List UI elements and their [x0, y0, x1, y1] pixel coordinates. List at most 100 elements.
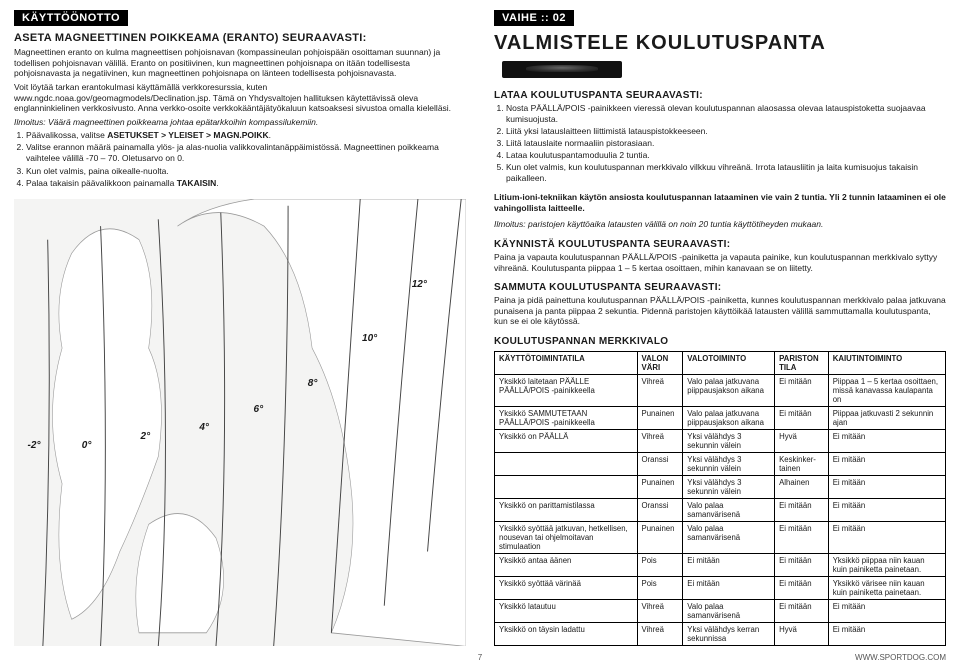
td: Yksi välähdys 3 sekunnin välein — [683, 476, 775, 499]
sec-stop-text: Paina ja pidä painettuna koulutuspannan … — [494, 295, 946, 327]
deg-label: 6° — [254, 404, 264, 415]
deg-label: 10° — [362, 333, 377, 344]
td: Ei mitään — [775, 554, 829, 577]
sec-start-heading: KÄYNNISTÄ KOULUTUSPANTA SEURAAVASTI: — [494, 239, 946, 250]
td: Valo palaa samanvärisenä — [683, 499, 775, 522]
td: Yksikkö latautuu — [495, 600, 638, 623]
td: Vihreä — [637, 430, 683, 453]
table-row: PunainenYksi välähdys 3 sekunnin väleinA… — [495, 476, 946, 499]
right-column: VAIHE :: 02 VALMISTELE KOULUTUSPANTA LAT… — [480, 0, 960, 666]
td — [495, 476, 638, 499]
td: Valo palaa samanvärisenä — [683, 600, 775, 623]
td: Ei mitään — [828, 623, 945, 646]
left-column: KÄYTTÖÖNOTTO ASETA MAGNEETTINEN POIKKEAM… — [0, 0, 480, 666]
th: KAIUTINTOIMINTO — [828, 352, 945, 375]
td: Ei mitään — [828, 476, 945, 499]
td: Vihreä — [637, 375, 683, 407]
section-tag: KÄYTTÖÖNOTTO — [14, 10, 128, 26]
td: Ei mitään — [775, 522, 829, 554]
td: Valo palaa samanvärisenä — [683, 522, 775, 554]
table-head-row: KÄYTTÖTOIMINTATILA VALON VÄRI VALOTOIMIN… — [495, 352, 946, 375]
collar-photo — [502, 61, 622, 78]
eranto-step: Valitse erannon määrä painamalla ylös- j… — [26, 142, 466, 164]
td: Keskinker-tainen — [775, 453, 829, 476]
deg-label: 12° — [412, 279, 427, 290]
charge-step: Liitä yksi latauslaitteen liittimistä la… — [506, 126, 946, 137]
th: VALOTOIMINTO — [683, 352, 775, 375]
td: Yksikkö on parittamistilassa — [495, 499, 638, 522]
deg-label: 0° — [82, 440, 92, 451]
table-row: Yksikkö on PÄÄLLÄVihreäYksi välähdys 3 s… — [495, 430, 946, 453]
table-row: OranssiYksi välähdys 3 sekunnin väleinKe… — [495, 453, 946, 476]
eranto-p1: Magneettinen eranto on kulma magneettise… — [14, 47, 466, 79]
td: Yksikkö piippaa niin kauan kuin painiket… — [828, 554, 945, 577]
declination-map: -2° 0° 2° 4° 6° 8° 10° 12° — [14, 199, 466, 646]
table-row: Yksikkö laitetaan PÄÄLLE PÄÄLLÄ/POIS -pa… — [495, 375, 946, 407]
td: Yksikkö laitetaan PÄÄLLE PÄÄLLÄ/POIS -pa… — [495, 375, 638, 407]
battery-note: Ilmoitus: paristojen käyttöaika latauste… — [494, 219, 946, 230]
deg-label: 4° — [199, 422, 209, 433]
td: Ei mitään — [775, 375, 829, 407]
td: Yksikkö antaa äänen — [495, 554, 638, 577]
td: Vihreä — [637, 600, 683, 623]
table-row: Yksikkö latautuuVihreäValo palaa samanvä… — [495, 600, 946, 623]
table-row: Yksikkö SAMMUTETAAN PÄÄLLÄ/POIS -painikk… — [495, 407, 946, 430]
charge-step: Nosta PÄÄLLÄ/POIS -painikkeen vieressä o… — [506, 103, 946, 125]
td: Oranssi — [637, 499, 683, 522]
td: Hyvä — [775, 623, 829, 646]
td: Pois — [637, 554, 683, 577]
td: Ei mitään — [775, 600, 829, 623]
charge-step: Kun olet valmis, kun koulutuspannan merk… — [506, 162, 946, 184]
footer-site: WWW.SPORTDOG.COM — [855, 653, 946, 662]
sec-start-text: Paina ja vapauta koulutuspannan PÄÄLLÄ/P… — [494, 252, 946, 273]
td: Ei mitään — [828, 430, 945, 453]
page-number: 7 — [478, 653, 482, 662]
td: Punainen — [637, 522, 683, 554]
td: Pois — [637, 577, 683, 600]
td: Alhainen — [775, 476, 829, 499]
td: Yksikkö syöttää värinää — [495, 577, 638, 600]
eranto-heading: ASETA MAGNEETTINEN POIKKEAMA (ERANTO) SE… — [14, 32, 466, 44]
deg-label: -2° — [28, 440, 41, 451]
td: Ei mitään — [828, 453, 945, 476]
charge-step: Lataa koulutuspantamoduulia 2 tuntia. — [506, 150, 946, 161]
td: Ei mitään — [775, 407, 829, 430]
td: Punainen — [637, 407, 683, 430]
td: Yksi välähdys 3 sekunnin välein — [683, 430, 775, 453]
eranto-step: Palaa takaisin päävalikkoon painamalla T… — [26, 178, 466, 189]
eranto-step: Päävalikossa, valitse ASETUKSET > YLEISE… — [26, 130, 466, 141]
table-row: Yksikkö on parittamistilassaOranssiValo … — [495, 499, 946, 522]
table-row: Yksikkö on täysin ladattuVihreäYksi välä… — [495, 623, 946, 646]
td: Ei mitään — [775, 577, 829, 600]
sec-charge-heading: LATAA KOULUTUSPANTA SEURAAVASTI: — [494, 90, 946, 101]
td: Piippaa 1 – 5 kertaa osoittaen, missä ka… — [828, 375, 945, 407]
td: Yksi välähdys kerran sekunnissa — [683, 623, 775, 646]
td: Piippaa jatkuvasti 2 sekunnin ajan — [828, 407, 945, 430]
td: Yksi välähdys 3 sekunnin välein — [683, 453, 775, 476]
sec-led-heading: KOULUTUSPANNAN MERKKIVALO — [494, 336, 946, 347]
table-row: Yksikkö syöttää jatkuvan, hetkellisen, n… — [495, 522, 946, 554]
th: VALON VÄRI — [637, 352, 683, 375]
td: Valo palaa jatkuvana piippausjakson aika… — [683, 375, 775, 407]
td: Ei mitään — [683, 554, 775, 577]
td: Ei mitään — [775, 499, 829, 522]
td: Yksikkö on täysin ladattu — [495, 623, 638, 646]
sec-stop-heading: SAMMUTA KOULUTUSPANTA SEURAAVASTI: — [494, 282, 946, 293]
td: Punainen — [637, 476, 683, 499]
td: Yksikkö värisee niin kauan kuin painiket… — [828, 577, 945, 600]
led-table: KÄYTTÖTOIMINTATILA VALON VÄRI VALOTOIMIN… — [494, 351, 946, 646]
eranto-steps: Päävalikossa, valitse ASETUKSET > YLEISE… — [14, 130, 466, 189]
deg-label: 8° — [308, 378, 318, 389]
eranto-step: Kun olet valmis, paina oikealle-nuolta. — [26, 166, 466, 177]
eranto-note: Ilmoitus: Väärä magneettinen poikkeama j… — [14, 117, 466, 128]
td: Valo palaa jatkuvana piippausjakson aika… — [683, 407, 775, 430]
charge-steps: Nosta PÄÄLLÄ/POIS -painikkeen vieressä o… — [494, 103, 946, 185]
td: Yksikkö syöttää jatkuvan, hetkellisen, n… — [495, 522, 638, 554]
td — [495, 453, 638, 476]
stage-tag: VAIHE :: 02 — [494, 10, 574, 26]
litium-note: Litium-ioni-tekniikan käytön ansiosta ko… — [494, 192, 946, 213]
td: Ei mitään — [828, 522, 945, 554]
td: Hyvä — [775, 430, 829, 453]
td: Vihreä — [637, 623, 683, 646]
td: Ei mitään — [828, 499, 945, 522]
